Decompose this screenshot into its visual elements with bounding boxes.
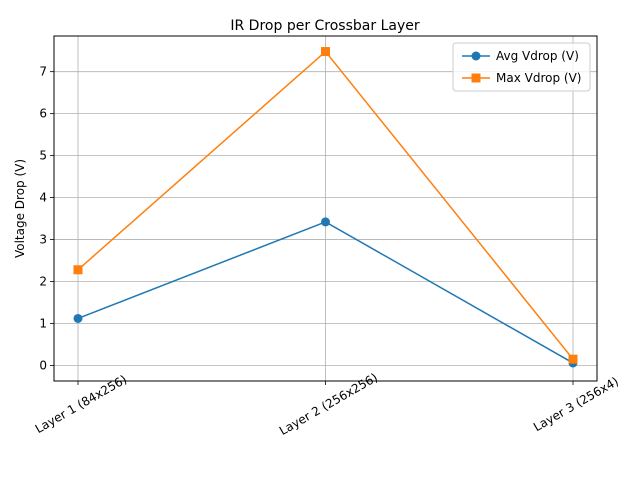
- legend-label: Avg Vdrop (V): [496, 49, 579, 63]
- legend-item: Max Vdrop (V): [462, 71, 581, 85]
- legend-label: Max Vdrop (V): [496, 71, 581, 85]
- legend-marker: [471, 51, 481, 61]
- y-tick-label: 0: [39, 358, 47, 372]
- data-point-marker: [321, 47, 330, 57]
- legend-box: [452, 42, 591, 92]
- chart-title: IR Drop per Crossbar Layer: [230, 18, 419, 34]
- y-tick-label: 5: [39, 149, 47, 163]
- data-point-marker: [73, 313, 83, 323]
- data-point-marker: [568, 354, 578, 364]
- y-tick-label: 1: [39, 317, 47, 331]
- y-axis-title: Voltage Drop (V): [13, 159, 27, 258]
- series-layer: [73, 47, 578, 368]
- data-point-marker: [321, 217, 330, 227]
- y-tick-label: 7: [39, 65, 47, 79]
- series-1: [73, 217, 578, 368]
- series-2: [73, 47, 578, 364]
- legend-marker: [471, 73, 481, 83]
- legend-item: Avg Vdrop (V): [462, 49, 579, 63]
- y-tick-label: 6: [39, 107, 47, 121]
- y-tick-label: 4: [39, 191, 47, 205]
- grid: [54, 36, 597, 381]
- data-point-marker: [73, 265, 83, 275]
- legend: Avg Vdrop (V) Max Vdrop (V): [452, 42, 591, 92]
- y-tick-label: 3: [39, 233, 47, 247]
- y-tick-label: 2: [39, 275, 47, 289]
